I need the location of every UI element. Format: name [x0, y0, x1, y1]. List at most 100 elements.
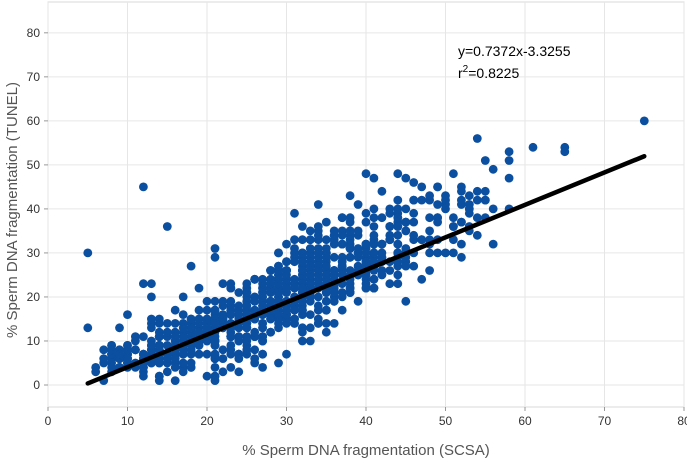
- data-point: [345, 244, 355, 253]
- data-point: [170, 319, 180, 328]
- data-point: [170, 376, 180, 385]
- data-point: [139, 279, 148, 289]
- data-point: [425, 248, 434, 258]
- data-point: [488, 164, 498, 174]
- data-point: [147, 314, 156, 324]
- data-point: [385, 235, 395, 245]
- data-point: [369, 248, 379, 258]
- data-point: [480, 195, 490, 205]
- data-point: [369, 213, 379, 223]
- data-point: [170, 363, 180, 372]
- y-tick-label: 70: [27, 70, 41, 84]
- data-point: [266, 266, 275, 275]
- data-point: [409, 217, 419, 227]
- data-point: [186, 358, 196, 368]
- data-point: [234, 336, 244, 346]
- data-point: [353, 200, 363, 209]
- data-point: [305, 261, 315, 271]
- data-point: [258, 279, 267, 289]
- data-point: [266, 314, 275, 324]
- data-point: [393, 213, 403, 223]
- data-point: [250, 345, 260, 355]
- x-tick-label: 70: [598, 414, 612, 428]
- data-point: [154, 376, 164, 385]
- data-point: [290, 257, 299, 267]
- y-tick-label: 60: [27, 114, 41, 128]
- data-point: [202, 296, 212, 306]
- data-point: [457, 239, 466, 249]
- data-point: [194, 283, 204, 293]
- data-point: [345, 226, 355, 236]
- x-axis-title: % Sperm DNA fragmentation (SCSA): [242, 442, 490, 459]
- data-point: [290, 274, 299, 284]
- data-point: [433, 200, 442, 209]
- data-point: [234, 288, 244, 297]
- data-point: [313, 292, 323, 302]
- data-point: [441, 195, 450, 205]
- data-point: [361, 248, 371, 258]
- data-point: [234, 301, 244, 311]
- data-point: [377, 213, 387, 223]
- data-point: [401, 261, 411, 271]
- data-point: [337, 257, 347, 267]
- data-point: [377, 248, 387, 258]
- data-point: [401, 173, 411, 183]
- data-point: [457, 195, 466, 205]
- data-point: [457, 252, 466, 262]
- data-point: [305, 279, 315, 289]
- data-point: [504, 147, 514, 157]
- data-point: [226, 332, 236, 341]
- data-point: [218, 354, 228, 363]
- data-point: [417, 274, 427, 284]
- y-axis-title: % Sperm DNA fragmentation (TUNEL): [4, 82, 21, 338]
- data-point: [441, 248, 450, 258]
- data-point: [409, 230, 419, 240]
- data-point: [290, 314, 299, 324]
- data-point: [131, 336, 140, 346]
- data-point: [321, 319, 331, 328]
- data-point: [91, 367, 101, 377]
- data-point: [369, 239, 379, 249]
- data-point: [154, 341, 164, 350]
- data-point: [457, 217, 466, 227]
- data-point: [504, 156, 514, 165]
- data-point: [321, 261, 331, 271]
- data-point: [274, 261, 283, 271]
- gridlines: [47, 2, 685, 407]
- data-point: [361, 257, 371, 267]
- data-point: [282, 305, 291, 315]
- data-point: [385, 266, 395, 275]
- data-point: [353, 244, 363, 253]
- data-point: [369, 204, 379, 214]
- annotation-equation: y=0.7372x-3.3255: [458, 43, 571, 59]
- data-point: [154, 358, 164, 368]
- data-point: [290, 283, 299, 293]
- data-point: [329, 252, 339, 262]
- data-point: [202, 371, 212, 381]
- x-tick-label: 40: [359, 414, 373, 428]
- data-point: [401, 226, 411, 236]
- x-tick-label: 50: [439, 414, 453, 428]
- data-point: [250, 274, 260, 284]
- data-point: [377, 270, 387, 280]
- annotation-r-squared: r2=0.8225: [458, 64, 519, 81]
- data-point: [329, 319, 339, 328]
- data-point: [369, 274, 379, 284]
- data-point: [305, 226, 315, 236]
- data-point: [139, 332, 148, 341]
- data-point: [337, 288, 347, 297]
- data-point: [480, 156, 490, 165]
- data-point: [290, 235, 299, 245]
- x-tick-label: 80: [677, 414, 687, 428]
- data-point: [210, 296, 220, 306]
- data-point: [353, 226, 363, 236]
- data-point: [472, 213, 482, 223]
- data-point: [186, 323, 196, 333]
- data-point: [123, 354, 132, 363]
- data-point: [194, 327, 204, 337]
- data-point: [393, 195, 403, 205]
- data-point: [250, 354, 260, 363]
- x-tick-label: 0: [45, 414, 52, 428]
- data-point: [290, 305, 299, 315]
- y-tick-label: 40: [27, 202, 41, 216]
